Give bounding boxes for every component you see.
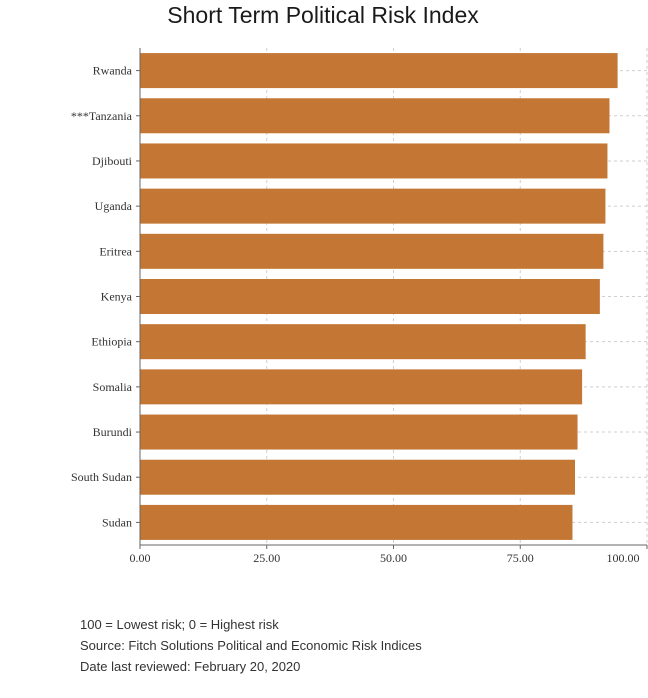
bar-rwanda	[140, 53, 618, 89]
category-label: Burundi	[93, 425, 133, 439]
category-label: Djibouti	[92, 154, 133, 168]
category-label: Ethiopia	[91, 335, 132, 349]
bar-sudan	[140, 504, 573, 540]
bar-chart: Rwanda ***Tanzania Djibouti Uganda Eritrea Ke…	[71, 48, 648, 565]
category-label: South Sudan	[71, 470, 132, 484]
category-label: Kenya	[101, 290, 133, 304]
axes: Rwanda ***Tanzania Djibouti Uganda Eritrea Ke…	[71, 48, 648, 565]
x-tick-label: 75.00	[507, 551, 534, 565]
bar-ethiopia	[140, 324, 586, 360]
category-label: Sudan	[102, 515, 132, 529]
bar-eritrea	[140, 233, 604, 269]
category-label: Rwanda	[93, 64, 133, 78]
bar-djibouti	[140, 143, 608, 179]
footer-scale-note: 100 = Lowest risk; 0 = Highest risk	[80, 617, 279, 632]
x-tick-label: 100.00	[607, 551, 640, 565]
bar-uganda	[140, 188, 606, 224]
bar-tanzania	[140, 98, 610, 134]
bar-burundi	[140, 414, 578, 450]
footer-source: Source: Fitch Solutions Political and Ec…	[80, 638, 422, 653]
chart-title: Short Term Political Risk Index	[167, 2, 479, 28]
footer-date-reviewed: Date last reviewed: February 20, 2020	[80, 659, 301, 674]
x-tick-label: 25.00	[253, 551, 280, 565]
category-label: Somalia	[93, 380, 133, 394]
bar-southsudan	[140, 459, 576, 495]
bars	[140, 53, 618, 540]
x-tick-label: 0.00	[130, 551, 151, 565]
x-tick-label: 50.00	[380, 551, 407, 565]
category-label: ***Tanzania	[71, 109, 133, 123]
category-label: Eritrea	[99, 244, 132, 258]
bar-somalia	[140, 369, 583, 405]
category-label: Uganda	[95, 199, 133, 213]
bar-kenya	[140, 279, 600, 314]
